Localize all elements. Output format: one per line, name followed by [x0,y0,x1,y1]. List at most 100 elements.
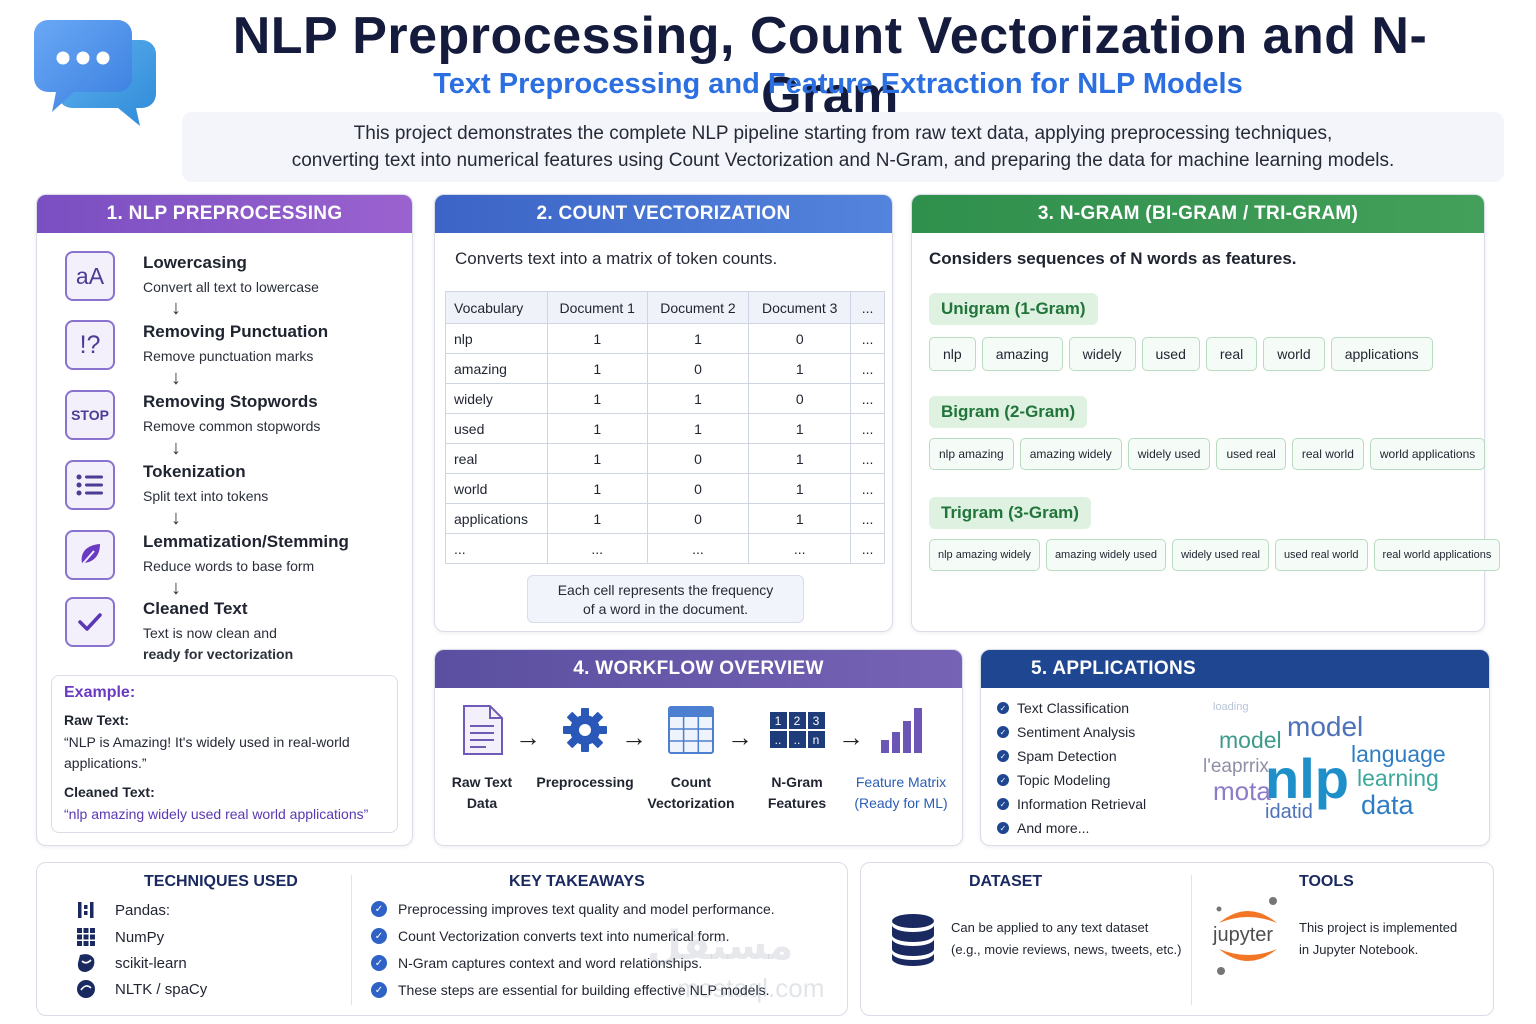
jupyter-logo-icon: jupyter [1212,897,1277,975]
application-item: ✓ And more... [997,816,1146,840]
table-cell: 1 [546,353,648,384]
ngram-blocks: 1 2 3 .. .. n [769,712,825,748]
table-cell: widely [445,383,548,414]
table-cell: 1 [646,413,750,444]
dataset-and-tools-section: DATASET Can be applied to any text datas… [860,862,1494,1016]
technique-numpy: NumPy [75,926,164,948]
grid-icon [636,700,746,760]
step-desc: Remove common stopwords [143,418,321,434]
table-cell: 1 [546,323,648,354]
wordcloud-word: language [1351,741,1446,767]
table-column-header: Document 1 [546,291,648,324]
example-heading: Example: [64,684,136,701]
bigram-label: Bigram (2-Gram) [929,396,1088,428]
table-cell: real [445,443,548,474]
table-row: nlp 1 1 0... [445,323,885,354]
workflow-step-preprocessing: Preprocessing [530,700,640,793]
takeaway-item: ✓ Count Vectorization converts text into … [371,928,729,944]
table-cell: 1 [646,383,750,414]
table-cell: nlp [445,323,548,354]
table-cell: ... [850,323,885,354]
unigram-chip: nlp [929,337,976,371]
table-row: amazing 1 0 1... [445,353,885,384]
page-subtitle: Text Preprocessing and Feature Extractio… [433,68,1243,100]
gear-icon [530,700,640,760]
takeaway-item: ✓ Preprocessing improves text quality and… [371,901,775,917]
workflow-label-line: N-Gram [771,774,823,790]
technique-label: NumPy [115,928,165,946]
matrix-note: Each cell represents the frequency of a … [527,575,804,623]
step-cleaned-text: Cleaned Text Text is now clean and ready… [65,597,405,667]
application-label: Topic Modeling [1017,772,1111,788]
list-icon [65,460,115,510]
arrow-down-icon: ↓ [171,577,181,599]
raw-text-label: Raw Text: [64,712,130,728]
table-cell: 0 [748,323,852,354]
table-cell: ... [850,413,885,444]
step-removing-stopwords: STOP Removing Stopwords Remove common st… [65,390,405,446]
raw-text-value: “NLP is Amazing! It's widely used in rea… [64,734,350,771]
unigram-chip: widely [1068,337,1136,371]
dataset-description: Can be applied to any text dataset (e.g.… [951,917,1181,961]
application-label: Sentiment Analysis [1017,724,1136,740]
ngram-blocks-icon: 1 2 3 .. .. n [742,700,852,760]
table-cell: applications [445,503,548,534]
wordcloud-word: data [1361,790,1415,820]
step-desc-line: Text is now clean and [143,625,277,641]
step-removing-punctuation: !? Removing Punctuation Remove punctuati… [65,320,405,376]
scikit-learn-icon [75,952,97,974]
workflow-label-line: Count [670,774,712,790]
table-column-header: Document 2 [646,291,750,324]
count-matrix-table: Vocabulary Document 1 Document 2 Document 3… [445,291,885,564]
step-title: Cleaned Text [143,599,248,618]
ngram-panel: 3. N-GRAM (BI-GRAM / TRI-GRAM) Considers… [911,194,1501,632]
check-circle-icon: ✓ [997,822,1009,834]
applications-list: ✓ Text Classification ✓ Sentiment Analysis ✓… [997,696,1146,840]
dataset-line: Can be applied to any text dataset [951,920,1149,935]
wordcloud-word: l'eaprrix [1203,756,1269,777]
example-box: Example: Raw Text: “NLP is Amazing! It's… [51,675,398,833]
table-cell: 1 [748,443,852,474]
check-circle-icon: ✓ [997,774,1009,786]
takeaway-item: ✓ N-Gram captures context and word relati… [371,955,702,971]
unigram-label: Unigram (1-Gram) [929,293,1098,325]
table-cell: 1 [546,413,648,444]
nlp-preprocessing-panel: 1. NLP PREPROCESSING aA Lowercasing Conv… [36,194,413,846]
table-cell: ... [850,473,885,504]
panel-description: Converts text into a matrix of token cou… [455,249,778,268]
workflow-label: Raw Text Data [427,772,537,814]
step-tokenization: Tokenization Split text into tokens [65,460,405,516]
table-cell: ... [850,443,885,474]
wordcloud-word: learning [1357,765,1439,791]
step-lowercasing: aA Lowercasing Convert all text to lower… [65,251,405,307]
table-cell: 1 [546,443,648,474]
nltk-icon [75,978,97,1000]
table-cell: 0 [646,443,750,474]
application-item: ✓ Sentiment Analysis [997,720,1146,744]
table-row: real 1 0 1... [445,443,885,474]
ngram-block: 3 [807,712,825,729]
count-vectorization-panel: 2. COUNT VECTORIZATION Converts text int… [434,194,893,632]
step-desc: Convert all text to lowercase [143,279,319,295]
step-desc: Split text into tokens [143,488,269,504]
application-item: ✓ Spam Detection [997,744,1146,768]
workflow-label: N-Gram Features [742,772,852,814]
bigram-chip: world applications [1369,438,1486,470]
workflow-step-count-vectorization: Count Vectorization [636,700,746,814]
takeaway-text: Preprocessing improves text quality and … [398,901,775,917]
checkmark-icon [65,597,115,647]
cleaned-text-label: Cleaned Text: [64,784,155,800]
document-icon [427,700,537,760]
watermark: مستقل [647,924,794,968]
application-label: And more... [1017,820,1090,836]
table-cell: amazing [445,353,548,384]
techniques-heading: TECHNIQUES USED [144,873,298,890]
workflow-label-line: (Ready for ML) [854,795,948,811]
bar-chart-icon [846,700,956,760]
unigram-chip: used [1141,337,1200,371]
workflow-step-raw-text: Raw Text Data [427,700,537,814]
step-desc: Remove punctuation marks [143,348,314,364]
bigram-chip: amazing widely [1019,438,1122,470]
trigram-label: Trigram (3-Gram) [929,497,1091,529]
table-cell: 1 [646,323,750,354]
